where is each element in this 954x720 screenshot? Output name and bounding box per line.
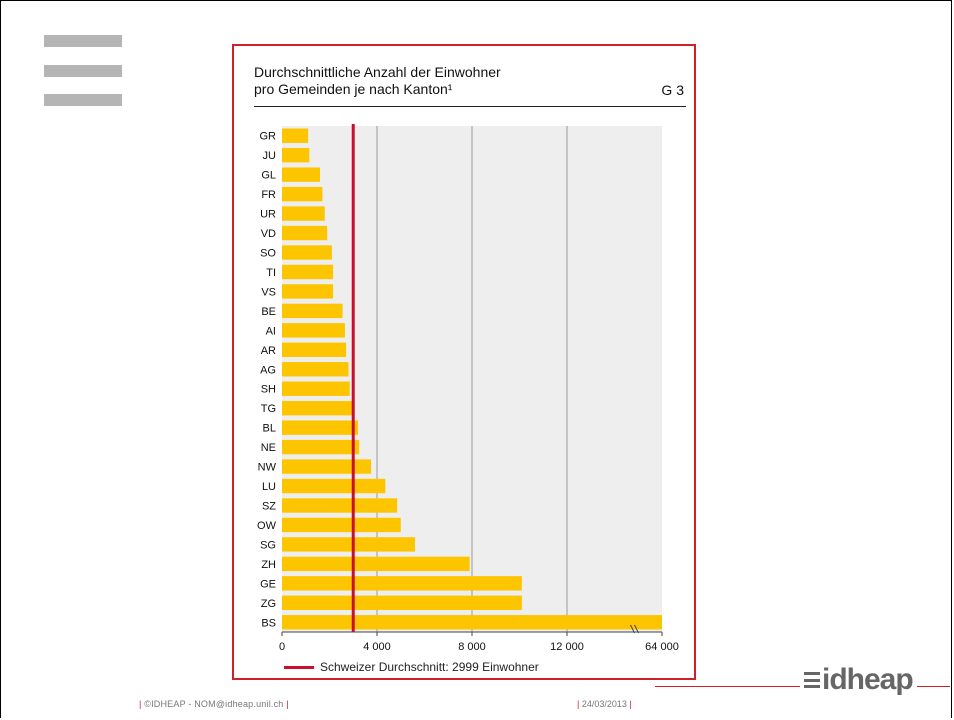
- category-label: SZ: [262, 501, 276, 513]
- logo-text: idheap: [822, 663, 914, 696]
- bar-ne: [282, 439, 360, 455]
- menu-icon[interactable]: [44, 35, 122, 107]
- footer-pipe: |: [139, 699, 142, 709]
- bar-so: [282, 245, 332, 260]
- category-label: GE: [260, 578, 276, 590]
- footer-pipe: |: [629, 699, 632, 709]
- axis-break-mark: [630, 624, 635, 634]
- bar-ur: [282, 206, 325, 221]
- bar-fr: [282, 186, 323, 202]
- x-tick-label: 12 000: [550, 641, 584, 653]
- footer-date: | 24/03/2013 |: [577, 699, 632, 709]
- legend: Schweizer Durchschnitt: 2999 Einwohner: [284, 660, 539, 674]
- footer-copyright-text: ©IDHEAP - NOM@idheap.unil.ch: [144, 699, 284, 709]
- footer-pipe: |: [577, 699, 580, 709]
- bar-vd: [282, 225, 328, 241]
- category-label: UR: [260, 209, 276, 221]
- category-label: SO: [260, 248, 276, 260]
- bar-vs: [282, 284, 334, 299]
- category-label: SH: [261, 384, 276, 396]
- menu-bar: [44, 65, 122, 77]
- bar-ai: [282, 323, 345, 338]
- category-label: TG: [261, 403, 276, 415]
- bar-ar: [282, 342, 347, 358]
- category-label: BE: [261, 306, 276, 318]
- footer-date-text: 24/03/2013: [581, 699, 627, 709]
- bar-nw: [282, 459, 372, 474]
- bar-zg: [282, 595, 522, 611]
- bar-ju: [282, 147, 310, 163]
- bar-ge: [282, 576, 522, 591]
- bar-be: [282, 303, 343, 319]
- category-label: GR: [260, 131, 277, 143]
- bar-ag: [282, 362, 349, 377]
- chart-title-line-2: pro Gemeinden je nach Kanton¹: [254, 81, 453, 97]
- category-label: FR: [261, 189, 276, 201]
- category-label: ZG: [261, 598, 276, 610]
- title-rule: [254, 106, 686, 107]
- category-label: VS: [261, 286, 276, 298]
- idheap-logo: idheap: [800, 657, 917, 703]
- category-label: AI: [266, 325, 276, 337]
- bar-zh: [282, 556, 470, 572]
- chart-title-line-1: Durchschnittliche Anzahl der Einwohner: [254, 64, 501, 80]
- chart-title: Durchschnittliche Anzahl der Einwohner p…: [254, 64, 674, 98]
- category-label: NW: [258, 462, 277, 474]
- chart-frame: Durchschnittliche Anzahl der Einwohner p…: [232, 44, 696, 680]
- category-label: SG: [260, 539, 276, 551]
- category-label: TI: [266, 267, 276, 279]
- bar-sz: [282, 498, 398, 513]
- bar-gl: [282, 167, 320, 182]
- logo-lines-icon: [804, 672, 820, 688]
- category-label: GL: [261, 170, 276, 182]
- category-label: AG: [260, 364, 276, 376]
- bar-gr: [282, 128, 309, 143]
- category-label: AR: [261, 345, 276, 357]
- category-label: BS: [261, 617, 276, 629]
- x-tick-label: 0: [279, 641, 285, 653]
- category-label: OW: [257, 520, 277, 532]
- bar-tg: [282, 400, 354, 416]
- category-label: BL: [263, 423, 276, 435]
- figure-code: G 3: [661, 82, 684, 98]
- x-tick-label: 64 000: [645, 641, 679, 653]
- bar-ti: [282, 264, 334, 280]
- legend-swatch-reference: [284, 665, 314, 669]
- x-tick-label: 8 000: [458, 641, 486, 653]
- bar-bl: [282, 420, 358, 435]
- category-label: ZH: [261, 559, 276, 571]
- footer-pipe: |: [286, 699, 289, 709]
- category-label: VD: [261, 228, 276, 240]
- bar-bs: [282, 615, 662, 630]
- axis-break-mark: [634, 624, 639, 634]
- category-label: LU: [262, 481, 276, 493]
- bar-sg: [282, 537, 415, 552]
- legend-label: Schweizer Durchschnitt: 2999 Einwohner: [320, 660, 539, 674]
- menu-bar: [44, 94, 122, 106]
- bar-chart: GR JU GL FR UR VD SO TI VS BE AI AR AG SH TG BL NE NW LU SZ…: [257, 124, 679, 653]
- category-label: JU: [263, 150, 277, 162]
- bar-ow: [282, 517, 401, 533]
- category-label: NE: [261, 442, 276, 454]
- x-tick-label: 4 000: [363, 641, 391, 653]
- bar-lu: [282, 478, 386, 494]
- bar-sh: [282, 381, 350, 396]
- menu-bar: [44, 35, 122, 47]
- footer-copyright: | ©IDHEAP - NOM@idheap.unil.ch |: [139, 699, 289, 709]
